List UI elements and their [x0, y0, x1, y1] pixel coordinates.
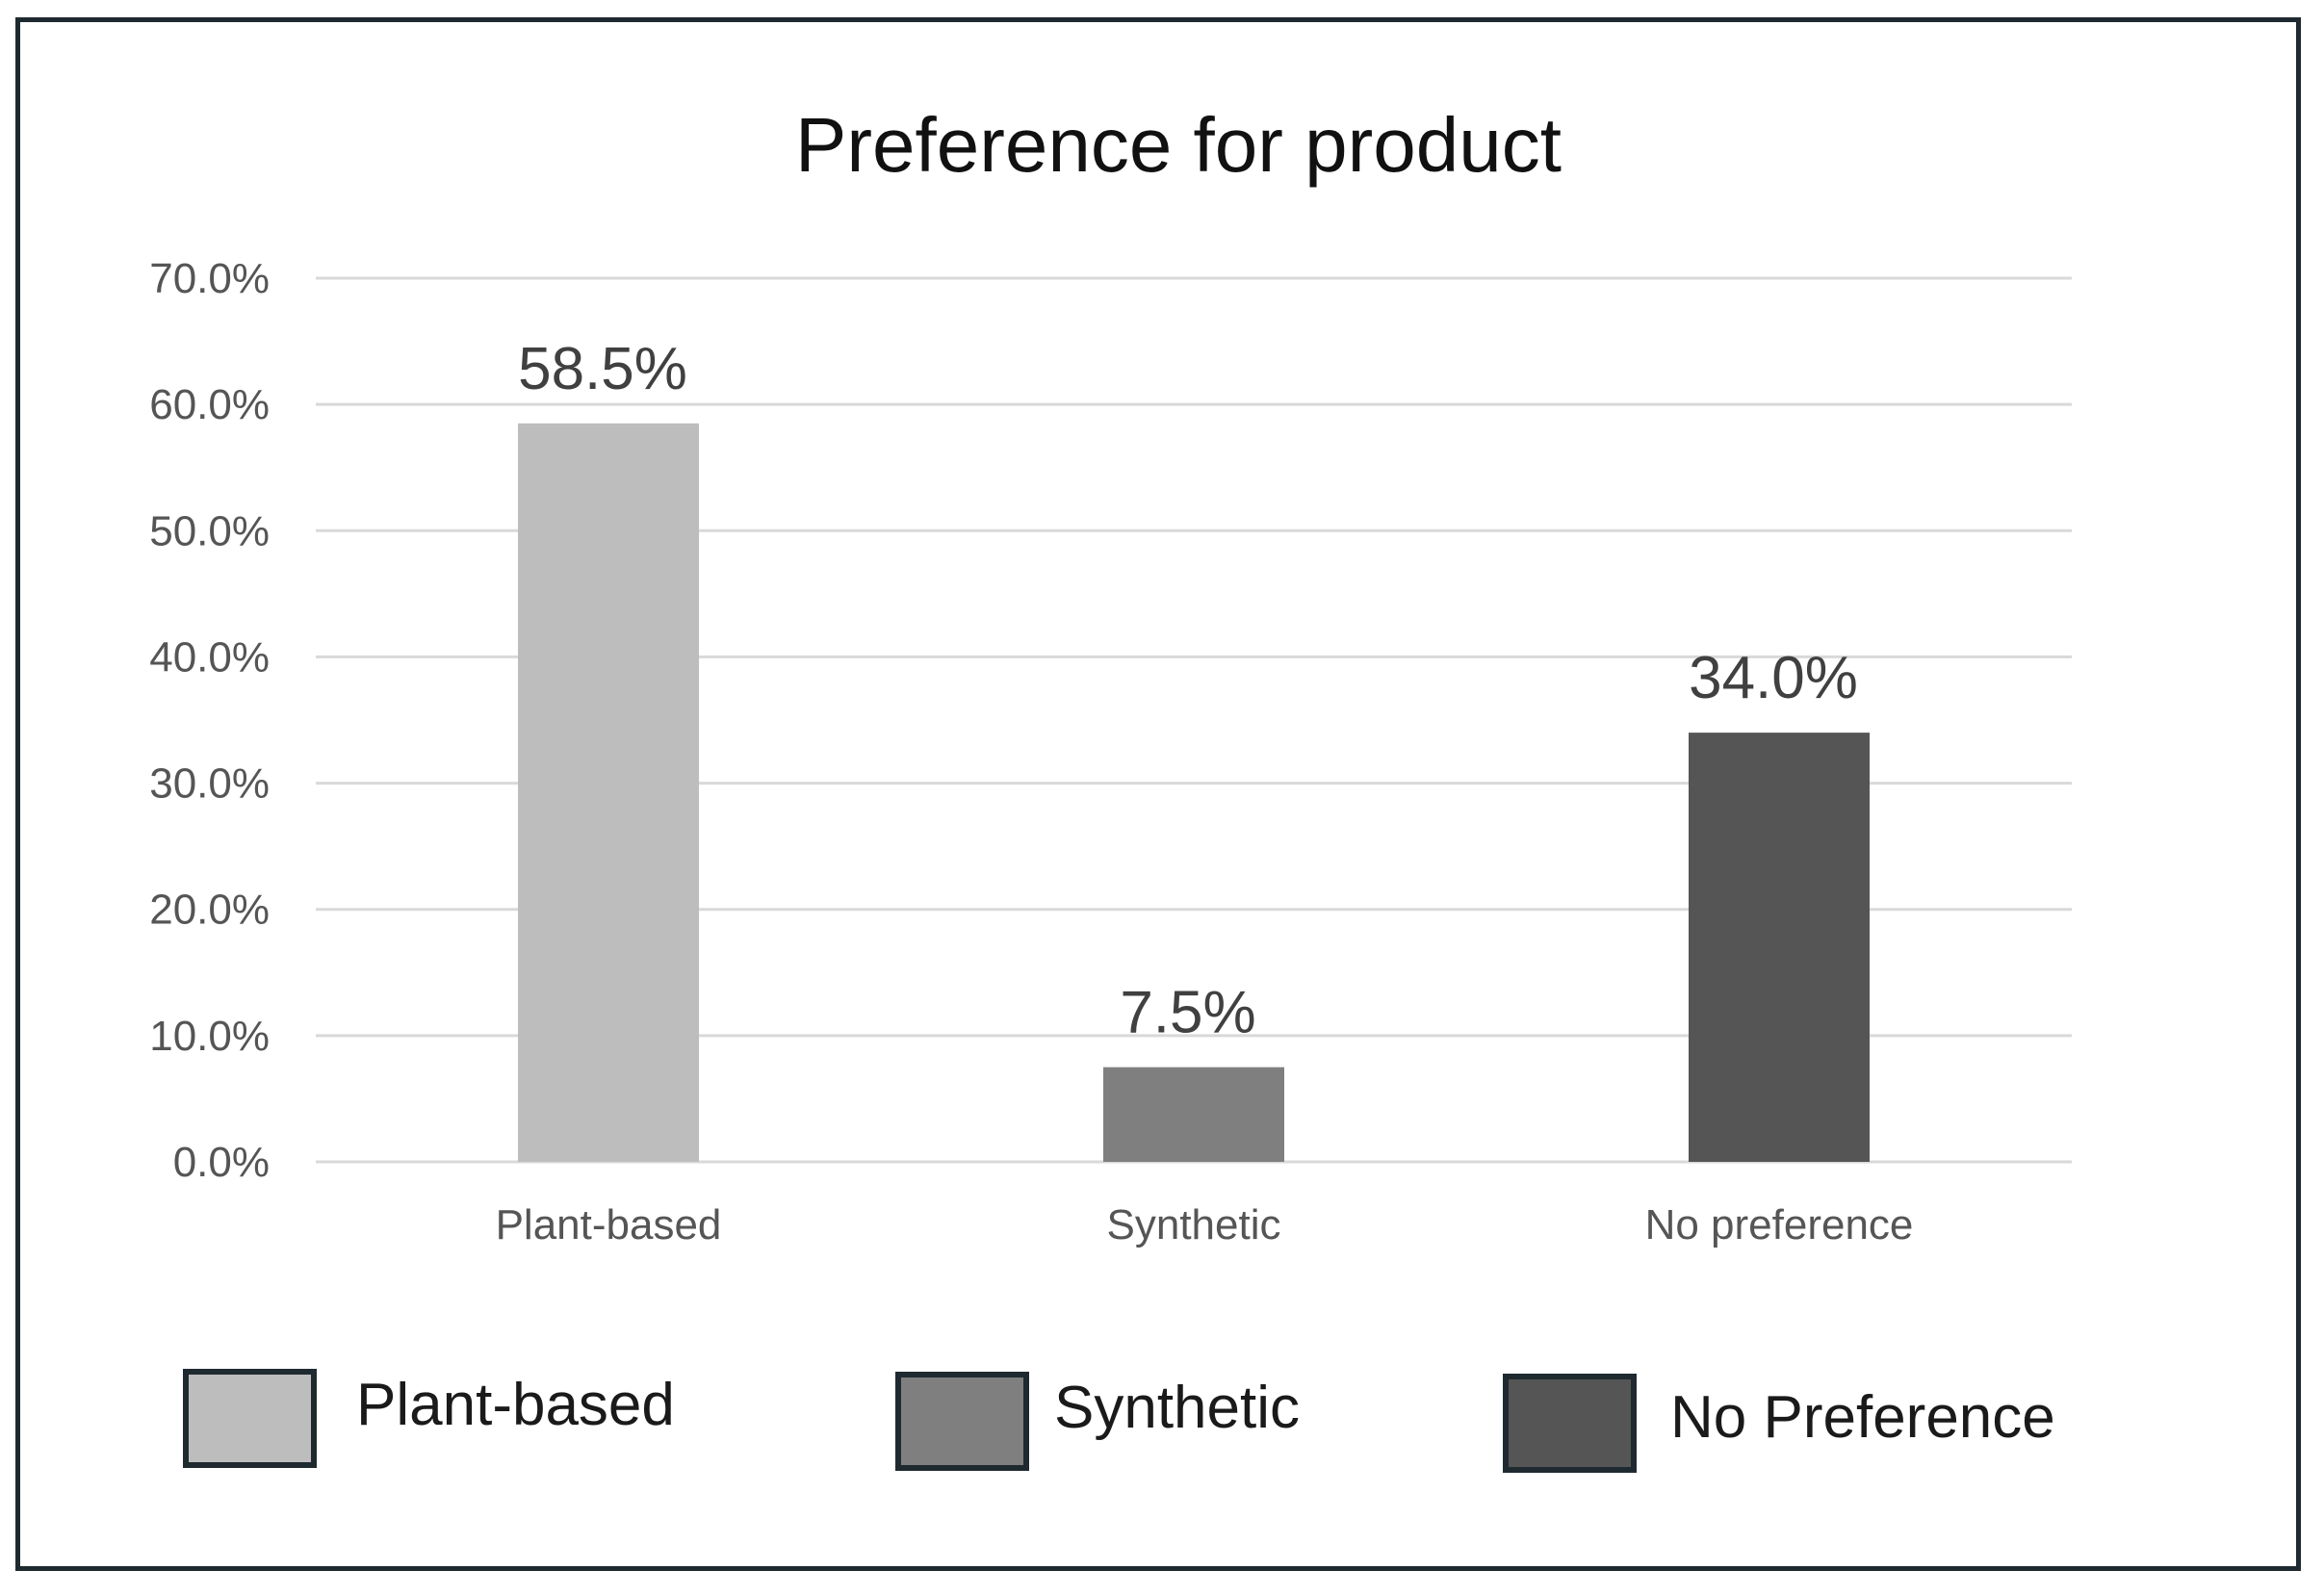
x-category-label: Plant-based: [496, 1201, 722, 1248]
legend-label: Plant-based: [356, 1372, 675, 1438]
bar: [1689, 733, 1870, 1162]
bar: [1103, 1067, 1284, 1162]
x-category-label: No preference: [1645, 1201, 1914, 1248]
data-label: 7.5%: [1120, 980, 1255, 1046]
chart-title: Preference for product: [795, 102, 1562, 188]
x-category-label: Synthetic: [1107, 1201, 1281, 1248]
y-tick-label: 20.0%: [149, 887, 270, 934]
x-axis-category-labels: Plant-based Synthetic No preference: [496, 1201, 1914, 1248]
y-axis-tick-labels: 0.0% 10.0% 20.0% 30.0% 40.0% 50.0% 60.0% 70.0%: [149, 255, 270, 1186]
chart-frame: [15, 17, 2301, 1571]
y-tick-label: 10.0%: [149, 1013, 270, 1060]
bar: [518, 423, 699, 1162]
data-label: 34.0%: [1689, 645, 1858, 711]
y-tick-label: 40.0%: [149, 633, 270, 681]
y-tick-label: 60.0%: [149, 381, 270, 428]
legend-swatch: [1503, 1374, 1637, 1473]
legend-label: No Preference: [1670, 1384, 2055, 1451]
legend-swatch: [183, 1369, 317, 1468]
data-label: 58.5%: [518, 336, 687, 402]
y-tick-label: 70.0%: [149, 255, 270, 302]
legend-label: Synthetic: [1054, 1375, 1300, 1441]
data-labels: 58.5% 7.5% 34.0%: [518, 336, 1858, 1046]
bars: [518, 423, 1870, 1162]
y-tick-label: 30.0%: [149, 760, 270, 808]
y-tick-label: 50.0%: [149, 507, 270, 554]
y-tick-label: 0.0%: [173, 1139, 270, 1186]
legend: Plant-based Synthetic No Preference: [183, 1369, 2055, 1473]
legend-swatch: [895, 1372, 1029, 1471]
